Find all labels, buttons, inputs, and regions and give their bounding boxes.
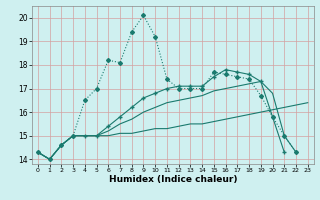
- X-axis label: Humidex (Indice chaleur): Humidex (Indice chaleur): [108, 175, 237, 184]
